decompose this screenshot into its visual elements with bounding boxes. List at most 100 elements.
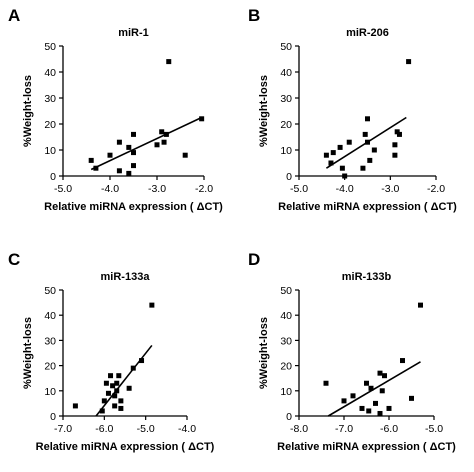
y-axis-label: %Weight-loss bbox=[258, 317, 270, 389]
y-tick-label: 10 bbox=[280, 386, 292, 398]
data-point bbox=[323, 152, 329, 158]
data-point bbox=[159, 129, 165, 135]
data-point bbox=[400, 358, 405, 364]
x-tick-label: -5.0 bbox=[54, 183, 72, 195]
data-point bbox=[116, 139, 122, 145]
data-point bbox=[418, 302, 423, 308]
y-tick-label: 40 bbox=[280, 67, 292, 79]
data-point bbox=[362, 131, 368, 137]
data-point bbox=[126, 170, 132, 176]
data-point bbox=[126, 144, 132, 150]
y-tick-label: 20 bbox=[44, 119, 56, 131]
data-point bbox=[182, 152, 188, 158]
y-tick-label: 40 bbox=[44, 310, 56, 322]
data-point bbox=[365, 116, 370, 122]
x-axis-label: Relative miRNA expression ( ΔCT) bbox=[278, 201, 457, 213]
data-point bbox=[130, 365, 136, 371]
data-point bbox=[364, 380, 369, 386]
x-tick-label: -6.0 bbox=[95, 423, 113, 435]
data-point bbox=[392, 142, 398, 148]
y-axis-label: %Weight-loss bbox=[22, 317, 34, 389]
y-tick-label: 20 bbox=[280, 119, 292, 131]
data-point bbox=[350, 393, 356, 399]
chart-panel-c: 0 10 20 30 40 50 -7.0 -6.0 -5.0 -4.0 miR-133a Relat… bbox=[22, 271, 215, 453]
regression-line bbox=[95, 344, 153, 417]
x-tick-label: -6.0 bbox=[380, 423, 398, 435]
y-axis-label: %Weight-loss bbox=[22, 75, 34, 147]
y-tick-label: 0 bbox=[50, 171, 56, 183]
data-point bbox=[386, 405, 392, 411]
x-tick-label: -7.0 bbox=[335, 423, 353, 435]
y-tick-label: 10 bbox=[44, 386, 56, 398]
data-point bbox=[101, 398, 107, 404]
panel-letter-d: D bbox=[248, 250, 261, 269]
y-tick-label: 0 bbox=[286, 411, 292, 423]
data-point bbox=[373, 400, 378, 406]
x-tick-label: -7.0 bbox=[54, 423, 72, 435]
y-axis-label: %Weight-loss bbox=[258, 75, 270, 147]
y-tick-label: 30 bbox=[280, 93, 292, 105]
data-point bbox=[199, 116, 205, 122]
panel-letter-b: B bbox=[248, 6, 261, 25]
x-tick-label: -5.0 bbox=[137, 423, 155, 435]
data-point bbox=[394, 129, 400, 135]
data-point bbox=[103, 380, 109, 386]
data-point bbox=[88, 157, 94, 163]
y-tick-label: 50 bbox=[44, 41, 56, 53]
data-point bbox=[163, 131, 169, 137]
data-point bbox=[99, 408, 105, 414]
data-point bbox=[409, 395, 414, 401]
y-tick-label: 10 bbox=[280, 145, 292, 157]
x-tick-label: -5.0 bbox=[290, 183, 308, 195]
y-tick-label: 30 bbox=[44, 335, 56, 347]
data-point bbox=[114, 380, 120, 386]
x-tick-label: -3.0 bbox=[148, 183, 166, 195]
x-axis-label: Relative miRNA expression ( ΔCT) bbox=[44, 201, 223, 213]
data-point bbox=[112, 393, 118, 399]
x-axis-label: Relative miRNA expression ( ΔCT) bbox=[277, 441, 456, 453]
chart-title: miR-133b bbox=[342, 271, 392, 283]
data-point bbox=[360, 165, 366, 171]
data-point bbox=[93, 165, 99, 171]
panel-letter-a: A bbox=[8, 6, 21, 25]
y-tick-label: 30 bbox=[44, 93, 56, 105]
data-point bbox=[323, 380, 329, 386]
x-tick-label: -3.0 bbox=[381, 183, 399, 195]
data-point bbox=[116, 168, 122, 174]
y-tick-label: 10 bbox=[44, 145, 56, 157]
data-point bbox=[126, 385, 132, 391]
data-point bbox=[377, 410, 383, 416]
data-point bbox=[367, 157, 373, 163]
data-point bbox=[342, 173, 348, 179]
data-point bbox=[365, 139, 370, 145]
y-tick-label: 20 bbox=[44, 361, 56, 373]
chart-title: miR-206 bbox=[346, 27, 389, 39]
data-point bbox=[341, 398, 347, 404]
data-point bbox=[330, 150, 336, 156]
data-point bbox=[154, 142, 160, 148]
x-tick-label: -2.0 bbox=[427, 183, 445, 195]
data-point bbox=[371, 147, 377, 153]
chart-panel-d: 0 10 20 30 40 50 -8.0 -7.0 -6.0 -5.0 miR-133b Relat… bbox=[258, 271, 456, 453]
data-point bbox=[105, 390, 111, 396]
data-point bbox=[337, 144, 343, 150]
data-point bbox=[346, 139, 352, 145]
data-point bbox=[359, 405, 365, 411]
data-point bbox=[72, 403, 78, 409]
x-tick-label: -5.0 bbox=[425, 423, 443, 435]
y-tick-label: 0 bbox=[50, 411, 56, 423]
data-point bbox=[139, 358, 145, 364]
data-point bbox=[131, 163, 136, 169]
data-point bbox=[118, 405, 124, 411]
data-point bbox=[368, 385, 374, 391]
data-point bbox=[107, 152, 113, 158]
data-point bbox=[396, 131, 402, 137]
x-tick-label: -4.0 bbox=[101, 183, 119, 195]
y-tick-label: 50 bbox=[44, 285, 56, 297]
data-point bbox=[116, 373, 122, 379]
y-tick-label: 40 bbox=[280, 310, 292, 322]
data-point bbox=[366, 408, 372, 414]
regression-line bbox=[327, 361, 421, 417]
